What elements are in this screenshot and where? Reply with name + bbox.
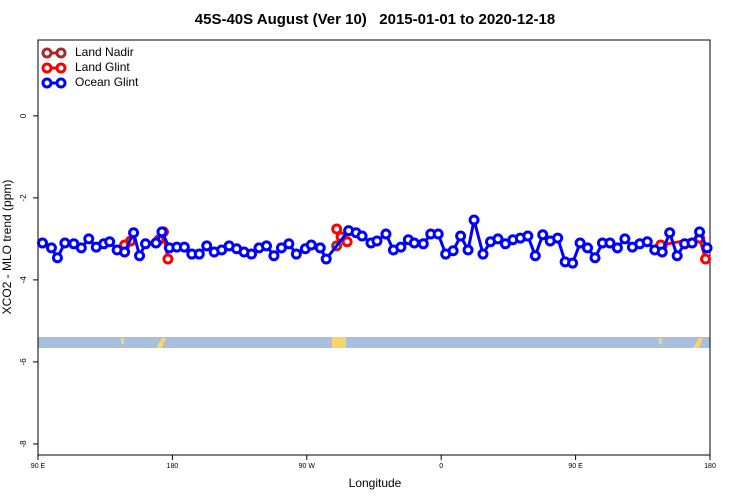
data-point bbox=[104, 236, 116, 248]
data-point bbox=[45, 242, 57, 254]
ocean-strip bbox=[38, 337, 710, 348]
data-point bbox=[701, 242, 713, 254]
data-point bbox=[260, 240, 272, 252]
data-point bbox=[268, 250, 280, 262]
y-tick-label: -8 bbox=[19, 440, 28, 448]
x-tick-label: 90 W bbox=[299, 463, 316, 470]
data-point bbox=[477, 248, 489, 260]
chart-title: 45S-40S August (Ver 10) 2015-01-01 to 20… bbox=[195, 11, 555, 28]
data-point bbox=[552, 232, 564, 244]
data-point bbox=[283, 238, 295, 250]
data-point bbox=[522, 230, 534, 242]
data-point bbox=[178, 241, 190, 253]
y-tick-label: 0 bbox=[19, 113, 28, 118]
data-point bbox=[150, 237, 162, 249]
data-point bbox=[656, 246, 668, 258]
data-point bbox=[408, 237, 420, 249]
data-point bbox=[447, 245, 459, 257]
series bbox=[36, 214, 713, 269]
x-tick-label: 90 E bbox=[568, 463, 583, 470]
data-point bbox=[468, 214, 480, 226]
land-patch bbox=[659, 338, 662, 344]
x-tick-label: 0 bbox=[439, 463, 443, 470]
land-patch bbox=[156, 338, 166, 348]
data-point bbox=[59, 237, 71, 249]
data-point bbox=[641, 236, 653, 248]
data-point bbox=[380, 228, 392, 240]
data-point bbox=[417, 238, 429, 250]
data-point bbox=[201, 240, 213, 252]
data-point bbox=[314, 242, 326, 254]
y-axis-label: XCO2 - MLO trend (ppm) bbox=[0, 180, 14, 315]
data-point bbox=[134, 250, 146, 262]
data-point bbox=[574, 237, 586, 249]
land-patch bbox=[332, 337, 346, 348]
y-tick-label: -2 bbox=[19, 194, 28, 202]
data-point bbox=[36, 237, 48, 249]
data-point bbox=[128, 227, 140, 239]
data-point bbox=[51, 252, 63, 264]
x-axis-label: Longitude bbox=[349, 476, 402, 490]
x-tick-label: 90 E bbox=[31, 463, 46, 470]
y-tick-label: -6 bbox=[19, 358, 28, 366]
data-point bbox=[395, 241, 407, 253]
data-point bbox=[432, 228, 444, 240]
data-point bbox=[462, 244, 474, 256]
data-point bbox=[604, 237, 616, 249]
x-tick-label: 180 bbox=[167, 463, 179, 470]
data-point bbox=[567, 257, 579, 269]
data-point bbox=[492, 233, 504, 245]
legend-marker bbox=[41, 77, 53, 89]
x-tick-label: 180 bbox=[704, 463, 716, 470]
data-point bbox=[246, 248, 258, 260]
legend-marker bbox=[55, 62, 67, 74]
legend-marker bbox=[41, 62, 53, 74]
legend-marker bbox=[55, 47, 67, 59]
legend-marker bbox=[41, 47, 53, 59]
data-point bbox=[83, 233, 95, 245]
data-point bbox=[529, 250, 541, 262]
data-point bbox=[331, 223, 343, 235]
legend-label: Ocean Glint bbox=[75, 75, 139, 89]
data-point bbox=[320, 253, 332, 265]
data-point bbox=[455, 230, 467, 242]
data-point bbox=[341, 236, 353, 248]
surface-strip bbox=[38, 337, 710, 348]
data-point bbox=[140, 238, 152, 250]
data-point bbox=[162, 253, 174, 265]
data-point bbox=[119, 246, 131, 258]
data-point bbox=[619, 233, 631, 245]
legend-marker bbox=[55, 77, 67, 89]
data-point bbox=[700, 253, 712, 265]
land-patch bbox=[121, 338, 124, 344]
data-point bbox=[582, 242, 594, 254]
data-point bbox=[75, 242, 87, 254]
data-point bbox=[356, 230, 368, 242]
data-point bbox=[611, 242, 623, 254]
data-point bbox=[664, 227, 676, 239]
legend-label: Land Glint bbox=[75, 60, 130, 74]
data-point bbox=[156, 226, 168, 238]
data-point bbox=[193, 248, 205, 260]
legend-label: Land Nadir bbox=[75, 45, 134, 59]
data-point bbox=[589, 252, 601, 264]
y-tick-label: -4 bbox=[19, 276, 28, 284]
data-point bbox=[686, 237, 698, 249]
data-point bbox=[290, 248, 302, 260]
data-point bbox=[371, 235, 383, 247]
data-point bbox=[537, 229, 549, 241]
land-patch bbox=[693, 338, 703, 348]
data-point bbox=[694, 226, 706, 238]
data-point bbox=[305, 239, 317, 251]
data-point bbox=[671, 250, 683, 262]
